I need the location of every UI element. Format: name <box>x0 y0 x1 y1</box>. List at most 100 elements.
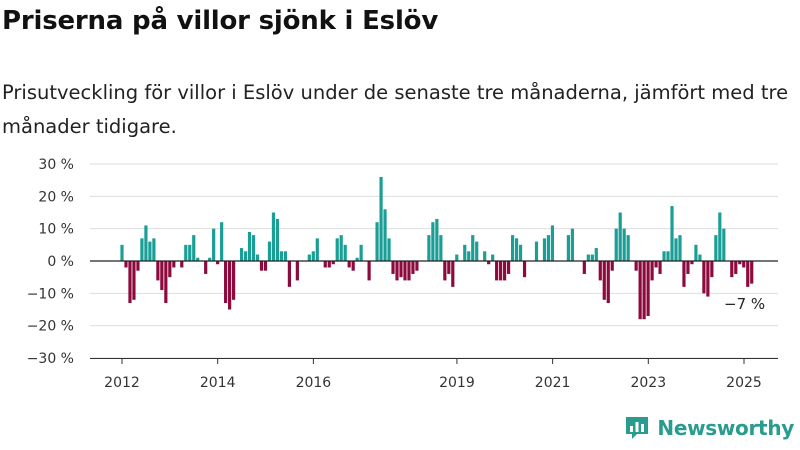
bar <box>128 261 132 304</box>
chart-title: Priserna på villor sjönk i Eslöv <box>2 6 439 36</box>
bar <box>714 235 718 261</box>
bar <box>307 254 311 261</box>
bar <box>670 206 674 261</box>
bar <box>136 261 140 271</box>
bar <box>746 261 750 287</box>
bar <box>367 261 371 281</box>
bar <box>610 261 614 271</box>
bar <box>518 244 523 261</box>
bar <box>379 176 383 261</box>
bar <box>283 251 287 261</box>
bar <box>323 261 327 268</box>
bar <box>750 261 754 284</box>
bar <box>447 261 451 274</box>
x-tick-label: 2021 <box>535 375 571 391</box>
bar <box>514 238 519 261</box>
y-tick-label: −10 % <box>27 286 74 302</box>
newsworthy-logo: Newsworthy <box>623 414 794 442</box>
bar-series <box>120 176 754 320</box>
bar <box>718 212 722 261</box>
bar <box>255 254 260 261</box>
bar <box>503 261 507 281</box>
bar <box>144 225 148 261</box>
bar <box>220 222 224 261</box>
bar <box>662 251 666 261</box>
bar <box>471 235 475 261</box>
bar <box>204 261 208 274</box>
bar <box>152 238 156 261</box>
x-tick-label: 2025 <box>726 375 762 391</box>
bar <box>734 261 738 274</box>
bar <box>383 209 387 261</box>
bar <box>271 212 276 261</box>
y-tick-label: −30 % <box>27 351 74 367</box>
bar <box>598 261 602 281</box>
bar <box>602 261 606 300</box>
bar <box>251 235 256 261</box>
bar <box>243 251 248 261</box>
bar <box>710 261 714 278</box>
bar <box>507 261 511 274</box>
bar <box>586 254 590 261</box>
bar <box>678 235 682 261</box>
bar <box>391 261 395 274</box>
bar <box>582 261 586 274</box>
bar <box>339 235 343 261</box>
bar <box>475 241 479 261</box>
bar <box>510 235 515 261</box>
bar <box>263 261 268 271</box>
bar <box>522 261 527 278</box>
bar <box>702 261 706 294</box>
bar <box>686 261 690 274</box>
bar <box>403 261 407 281</box>
bar <box>208 257 212 261</box>
bar <box>738 261 742 265</box>
bar <box>387 238 391 261</box>
bar <box>622 228 626 261</box>
x-tick-label: 2019 <box>439 375 475 391</box>
bar <box>499 261 503 281</box>
bar <box>594 248 598 261</box>
bar <box>359 244 363 261</box>
bar <box>690 261 694 265</box>
y-tick-label: 10 % <box>38 222 74 238</box>
bar <box>347 261 351 268</box>
x-tick-label: 2016 <box>296 375 332 391</box>
bar <box>730 261 734 278</box>
bar <box>399 261 403 278</box>
bar <box>658 261 662 274</box>
bar <box>232 261 236 300</box>
x-tick-label: 2012 <box>104 375 140 391</box>
bar <box>467 251 471 261</box>
bar <box>694 244 698 261</box>
bar <box>355 257 359 261</box>
bar <box>395 261 399 281</box>
bar <box>120 244 124 261</box>
bar <box>224 261 228 304</box>
bar <box>287 261 291 287</box>
bar <box>546 235 551 261</box>
bar-chart-logo-icon <box>626 417 649 439</box>
bar <box>570 228 574 261</box>
bar <box>196 257 200 261</box>
bar <box>267 241 272 261</box>
x-tick-label: 2014 <box>200 375 236 391</box>
bar <box>168 261 172 278</box>
bar <box>295 261 299 281</box>
bar <box>435 218 439 261</box>
bar <box>638 261 642 320</box>
bar <box>451 261 455 287</box>
bar <box>634 261 638 271</box>
bar <box>427 235 431 261</box>
bar <box>534 241 539 261</box>
bar <box>335 238 339 261</box>
bar <box>160 261 164 291</box>
bar <box>259 261 264 271</box>
bar <box>315 238 319 261</box>
bar <box>606 261 610 304</box>
bar <box>192 235 196 261</box>
bar <box>239 248 244 261</box>
bar <box>184 244 188 261</box>
bar <box>650 261 654 281</box>
